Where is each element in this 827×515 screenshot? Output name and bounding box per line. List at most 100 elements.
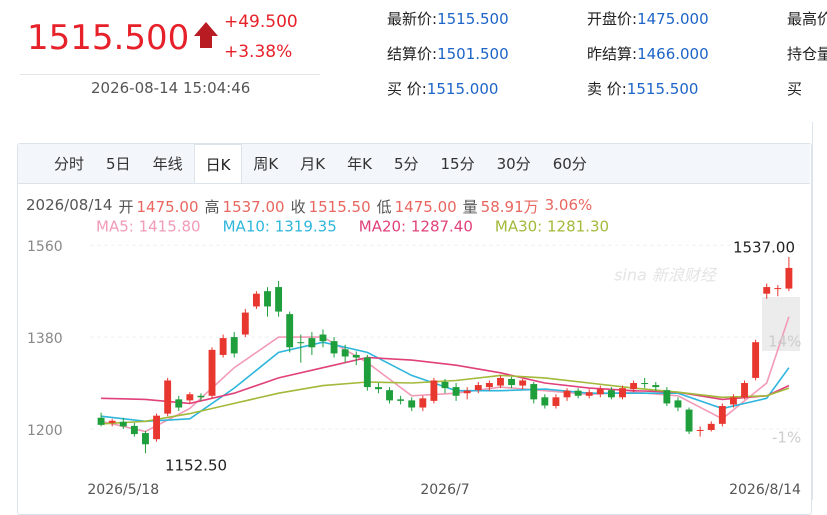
info-label: 收: [290, 198, 306, 216]
legend-entry: MA20: 1287.40: [359, 218, 473, 236]
watermark: sina 新浪财经: [614, 266, 718, 285]
candle-body: [607, 390, 615, 398]
tab[interactable]: 15分: [440, 155, 475, 173]
field-label: 买: [787, 80, 803, 98]
time: 2026-08-14 15:04:46: [91, 79, 251, 97]
info-value: 1515.50: [308, 198, 371, 216]
info-item: 收 1515.50: [291, 196, 371, 217]
tab[interactable]: 5日: [106, 155, 131, 173]
field-value: 1515.500: [626, 80, 699, 98]
candle-body: [119, 421, 127, 427]
info-value: 3.06%: [544, 196, 593, 214]
y-tick-label: 1200: [27, 423, 63, 439]
field: 持仓量: [787, 43, 827, 64]
candle-body: [330, 341, 338, 354]
info-item: 量 58.91万: [463, 196, 539, 217]
chart: MA5: 1415.80 MA10: 1319.35 MA20: 1287.40 MA…: [27, 22, 801, 498]
candle-body: [286, 314, 294, 348]
field: 买 价:1515.000: [387, 78, 498, 99]
info-label: 高: [204, 198, 220, 216]
field-value: 1466.000: [637, 45, 709, 63]
info-item: 2026/08/14: [26, 196, 112, 214]
price: 1515.500: [27, 18, 190, 58]
change: +49.500: [224, 12, 298, 32]
candle-body: [352, 354, 360, 358]
candle-body: [619, 388, 626, 398]
candle-body: [308, 338, 316, 348]
candle-body: [774, 288, 782, 290]
tab[interactable]: 30分: [496, 155, 531, 173]
candle-body: [541, 397, 549, 406]
candle-body: [386, 390, 393, 401]
candle-body: [430, 380, 438, 401]
field: 昨结算:1466.000: [587, 43, 709, 64]
candle-body: [741, 383, 748, 398]
field-value: 1475.000: [637, 10, 709, 28]
tab[interactable]: 日K: [193, 144, 243, 183]
legend-entry: MA30: 1281.30: [495, 218, 609, 236]
candle-body: [153, 415, 161, 440]
info-item: 低 1475.00: [377, 196, 457, 217]
tab[interactable]: 5分: [393, 155, 419, 173]
tab[interactable]: 周K: [253, 155, 279, 173]
field: 买: [787, 78, 802, 99]
candle-body: [785, 267, 793, 289]
y-tick-label: 1560: [27, 239, 63, 255]
field-label: 最新价:: [387, 10, 438, 28]
field: 最高价: [787, 8, 827, 29]
field-value: 1515.000: [426, 80, 499, 98]
change-pct: +3.38%: [224, 42, 293, 62]
plot: MA5: 1415.80 MA10: 1319.35 MA20: 1287.40 MA…: [27, 150, 801, 498]
candle-body: [652, 385, 660, 388]
candle-body: [341, 349, 349, 357]
field-label: 买 价:: [387, 80, 427, 98]
candle-body: [97, 417, 105, 425]
candle-body: [530, 384, 538, 400]
candle-body: [186, 394, 194, 401]
candle-body: [374, 387, 382, 390]
candle-body: [164, 380, 172, 414]
candle-body: [419, 398, 427, 408]
candle-body: [130, 425, 138, 435]
field: 结算价:1501.500: [387, 43, 509, 64]
info-label: 低: [376, 198, 392, 216]
info-label: 开: [118, 198, 134, 216]
field: 卖 价:1515.500: [587, 78, 698, 99]
candle-body: [641, 383, 649, 385]
tab[interactable]: 60分: [552, 155, 587, 173]
field-value: 1501.500: [437, 45, 509, 63]
candle-body: [596, 389, 604, 395]
field-value: 1515.500: [437, 10, 509, 28]
candle-body: [275, 287, 283, 312]
candle-body: [363, 357, 371, 388]
tab[interactable]: 分时: [54, 155, 85, 173]
info-label: 量: [462, 198, 478, 216]
candle-body: [175, 399, 183, 408]
legend-entry: MA10: 1319.35: [223, 218, 337, 236]
candle-body: [663, 390, 671, 404]
field-label: 持仓量: [787, 45, 827, 63]
info-value: 58.91万: [480, 198, 539, 216]
candle-body: [108, 420, 116, 423]
divider: [20, 74, 320, 75]
info-value: 1475.00: [136, 198, 199, 216]
candle-body: [630, 383, 638, 390]
candle-body: [763, 287, 771, 294]
legend-entry: MA5: 1415.80: [96, 218, 201, 236]
candle-body: [752, 342, 760, 378]
side-border: [812, 122, 813, 500]
candle-body: [219, 338, 227, 355]
tab[interactable]: 年K: [347, 155, 372, 173]
candle-body: [142, 433, 149, 445]
candle-body: [696, 429, 704, 431]
x-tick-label: 2026/5/18: [87, 482, 159, 498]
candle-body: [474, 385, 482, 391]
candle-body: [452, 387, 460, 396]
x-tick-label: 2026/8/14: [729, 482, 801, 498]
field: 开盘价:1475.000: [587, 8, 709, 29]
candle-body: [397, 399, 405, 401]
tab[interactable]: 年线: [152, 155, 183, 173]
candle-body: [519, 380, 527, 386]
tab[interactable]: 月K: [300, 155, 326, 173]
candle-body: [497, 377, 504, 386]
